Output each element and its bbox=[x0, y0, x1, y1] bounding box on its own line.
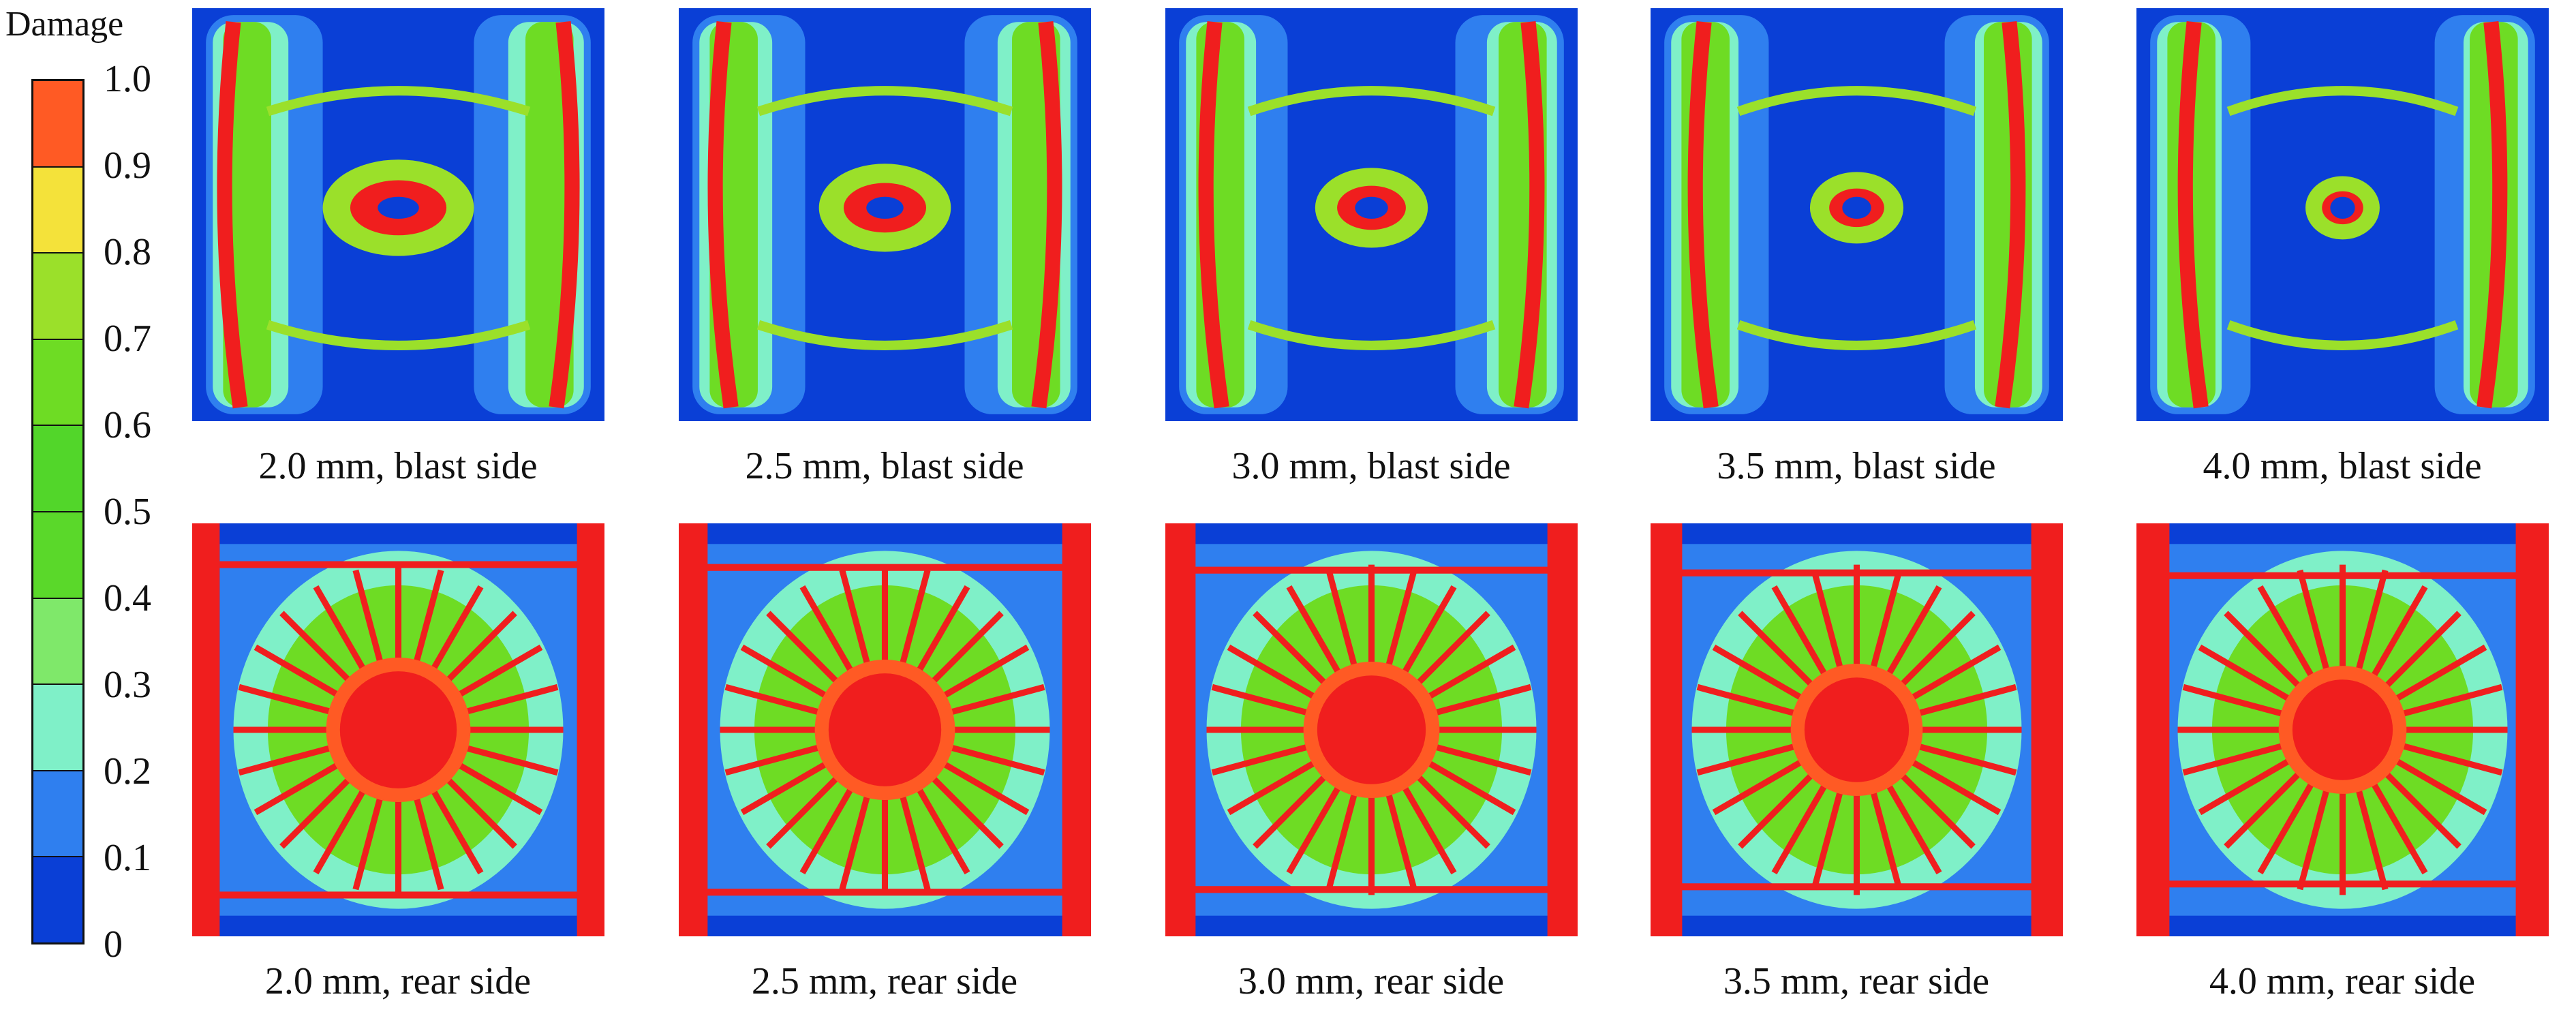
legend-tick-label: 1.0 bbox=[104, 58, 151, 100]
damage-panel-blast bbox=[679, 8, 1091, 421]
legend-tick-label: 0.4 bbox=[104, 577, 151, 619]
legend-title: Damage bbox=[5, 5, 124, 44]
legend-segment bbox=[33, 597, 82, 684]
panel-caption: 3.5 mm, rear side bbox=[1723, 960, 1990, 1002]
legend-segment bbox=[33, 511, 82, 598]
panel-caption: 4.0 mm, blast side bbox=[2203, 445, 2482, 487]
panel-caption: 2.5 mm, rear side bbox=[751, 960, 1018, 1002]
legend-tick-label: 0.9 bbox=[104, 144, 151, 187]
legend-tick-label: 0.1 bbox=[104, 837, 151, 879]
damage-panel-rear bbox=[1165, 523, 1578, 936]
panel-caption: 2.5 mm, blast side bbox=[745, 445, 1024, 487]
legend-tick-label: 0.2 bbox=[104, 750, 151, 793]
damage-panel-blast bbox=[192, 8, 604, 421]
damage-panel-rear bbox=[679, 523, 1091, 936]
legend-segment bbox=[33, 856, 82, 942]
legend-tick-label: 0.8 bbox=[104, 231, 151, 273]
damage-panel-rear bbox=[192, 523, 604, 936]
legend-segment bbox=[33, 252, 82, 339]
legend-tick-label: 0 bbox=[104, 923, 123, 966]
panel-caption: 3.0 mm, blast side bbox=[1231, 445, 1511, 487]
legend-segment bbox=[33, 769, 82, 857]
legend-segment bbox=[33, 683, 82, 770]
legend-segment bbox=[33, 81, 82, 166]
legend-tick-label: 0.6 bbox=[104, 404, 151, 446]
damage-panel-rear bbox=[1651, 523, 2063, 936]
legend-segment bbox=[33, 338, 82, 425]
legend-segment bbox=[33, 166, 82, 253]
damage-panel-blast bbox=[2136, 8, 2549, 421]
legend-color-bar bbox=[31, 79, 85, 944]
legend-tick-label: 0.3 bbox=[104, 664, 151, 706]
panel-caption: 3.5 mm, blast side bbox=[1717, 445, 1996, 487]
damage-panel-blast bbox=[1651, 8, 2063, 421]
damage-panel-rear bbox=[2136, 523, 2549, 936]
legend-tick-label: 0.7 bbox=[104, 318, 151, 360]
panel-caption: 2.0 mm, blast side bbox=[258, 445, 538, 487]
legend-segment bbox=[33, 425, 82, 512]
panel-caption: 4.0 mm, rear side bbox=[2209, 960, 2476, 1002]
panel-caption: 3.0 mm, rear side bbox=[1238, 960, 1505, 1002]
legend-tick-label: 0.5 bbox=[104, 491, 151, 533]
damage-panel-blast bbox=[1165, 8, 1578, 421]
panel-caption: 2.0 mm, rear side bbox=[264, 960, 532, 1002]
